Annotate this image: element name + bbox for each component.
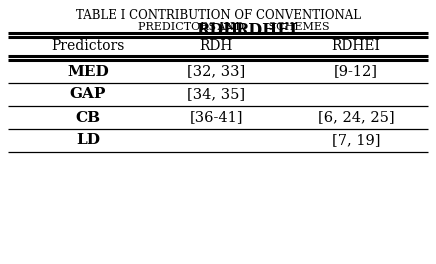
Text: RDHEI: RDHEI: [331, 39, 381, 53]
Text: [34, 35]: [34, 35]: [187, 87, 245, 101]
Text: MED: MED: [67, 64, 109, 78]
Text: GAP: GAP: [70, 87, 106, 101]
Text: [9-12]: [9-12]: [334, 64, 378, 78]
Text: [7, 19]: [7, 19]: [332, 134, 380, 148]
Text: LD: LD: [76, 134, 100, 148]
Text: SCHEMES: SCHEMES: [265, 22, 330, 32]
Text: [32, 33]: [32, 33]: [187, 64, 245, 78]
Text: AND: AND: [214, 22, 248, 32]
Text: CB: CB: [75, 111, 101, 125]
Text: [36-41]: [36-41]: [189, 111, 243, 125]
Text: RDH: RDH: [199, 39, 233, 53]
Text: TABLE I CONTRIBUTION OF CONVENTIONAL: TABLE I CONTRIBUTION OF CONVENTIONAL: [75, 9, 361, 22]
Text: Predictors: Predictors: [51, 39, 125, 53]
Text: PREDICTORS IN: PREDICTORS IN: [138, 22, 237, 32]
Text: RDHEI: RDHEI: [235, 22, 297, 39]
Text: [6, 24, 25]: [6, 24, 25]: [318, 111, 394, 125]
Text: RDH: RDH: [196, 22, 238, 39]
